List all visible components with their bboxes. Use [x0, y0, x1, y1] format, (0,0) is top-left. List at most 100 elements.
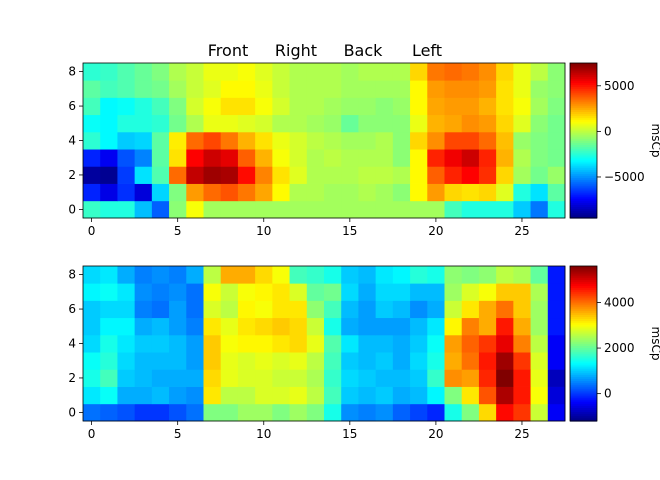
heatmap-cell — [220, 334, 239, 353]
heatmap-cell — [151, 403, 170, 422]
heatmap-cell — [306, 352, 325, 370]
heatmap-cell — [306, 386, 325, 405]
heatmap-cell — [237, 97, 256, 116]
heatmap-cell — [375, 266, 394, 284]
heatmap-cell — [237, 183, 256, 202]
colorbar-segment — [570, 94, 597, 97]
heatmap-cell — [341, 131, 359, 150]
heatmap-cell — [255, 266, 273, 284]
heatmap-cell — [134, 114, 153, 133]
heatmap-cell — [237, 317, 256, 336]
heatmap-cell — [496, 317, 514, 336]
heatmap-cell — [272, 149, 290, 167]
heatmap-cell — [410, 149, 428, 167]
heatmap-cell — [530, 166, 549, 184]
heatmap-cell — [478, 200, 497, 219]
heatmap-cell — [358, 183, 377, 202]
heatmap-cell — [392, 114, 411, 133]
colorbar-segment — [570, 183, 597, 186]
heatmap-cell — [375, 149, 394, 167]
heatmap-cell — [289, 300, 308, 319]
colorbar-segment — [570, 362, 597, 366]
colorbar-segment — [570, 181, 597, 184]
heatmap-cell — [272, 166, 290, 184]
heatmap-cell — [220, 266, 239, 284]
heatmap-cell — [496, 63, 514, 81]
top-labels: Front Right Back Left — [208, 41, 442, 60]
heatmap-cell — [134, 352, 153, 370]
heatmap-cell — [410, 97, 428, 116]
heatmap-cell — [83, 131, 101, 150]
x-axis-ticks: 0 5 10 15 20 25 — [88, 421, 530, 441]
colorbar-segment — [570, 208, 597, 211]
heatmap-cell — [117, 403, 136, 422]
colorbar: 4000 2000 0 msCp — [569, 265, 660, 422]
heatmap-cell — [427, 114, 445, 133]
heatmap-cell — [203, 266, 222, 284]
colorbar-segment — [570, 345, 597, 348]
heatmap-cell — [83, 114, 101, 133]
heatmap-cell — [117, 283, 136, 301]
colorbar-segment — [570, 403, 597, 407]
heatmap-cell — [478, 166, 497, 184]
colorbar-segment — [570, 347, 597, 350]
heatmap-cell — [461, 352, 480, 370]
heatmap-cell — [117, 149, 136, 167]
heatmap-cell — [306, 131, 325, 150]
heatmap-cell — [306, 183, 325, 202]
heatmap-cell — [255, 386, 273, 405]
colorbar-segment — [570, 125, 597, 128]
heatmap-cell — [478, 283, 497, 301]
x-axis-ticks: 0 5 10 15 20 25 — [88, 218, 530, 238]
colorbar-segment — [570, 107, 597, 111]
heatmap-cell — [237, 80, 256, 98]
heatmap-cell — [358, 166, 377, 184]
heatmap-cell — [134, 266, 153, 284]
heatmap-cell — [100, 317, 118, 336]
heatmap-cell — [100, 200, 118, 219]
heatmap-cell — [427, 266, 445, 284]
heatmap-cell — [478, 80, 497, 98]
heatmap-cell — [392, 200, 411, 219]
heatmap-cell — [341, 149, 359, 167]
colorbar-segment — [570, 138, 597, 142]
heatmap-cell — [203, 97, 222, 116]
heatmap-cell — [203, 403, 222, 422]
colorbar-segment — [570, 123, 597, 126]
heatmap-cell — [530, 131, 549, 150]
heatmap-cell — [410, 403, 428, 422]
colorbar-segment — [570, 287, 597, 290]
heatmap-cell — [478, 352, 497, 370]
heatmap-cell — [513, 266, 531, 284]
heatmap-cell — [375, 386, 394, 405]
heatmap-cell — [410, 114, 428, 133]
heatmap-cell — [169, 114, 187, 133]
x-tick-label: 0 — [88, 427, 96, 441]
heatmap-cell — [547, 300, 566, 319]
colorbar-segment — [570, 364, 597, 368]
heatmap-cell — [530, 63, 549, 81]
colorbar-segment — [570, 380, 597, 383]
heatmap-cell — [100, 266, 118, 284]
colorbar-segment — [570, 175, 597, 178]
heatmap-cell — [375, 200, 394, 219]
heatmap-cell — [496, 266, 514, 284]
heatmap-cell — [375, 317, 394, 336]
heatmap-cell — [392, 369, 411, 387]
colorbar-segment — [570, 267, 597, 271]
heatmap-cell — [427, 386, 445, 405]
heatmap-cell — [83, 80, 101, 98]
colorbar-segment — [570, 399, 597, 403]
heatmap-cell — [427, 131, 445, 150]
heatmap-cell — [203, 131, 222, 150]
heatmap-cell — [324, 97, 342, 116]
colorbar-segment — [570, 283, 597, 286]
heatmap-cell — [530, 300, 549, 319]
heatmap-cell — [358, 80, 377, 98]
heatmap-cell — [513, 369, 531, 387]
heatmap-cell — [341, 300, 359, 319]
heatmap-cell — [203, 63, 222, 81]
heatmap-cell — [375, 300, 394, 319]
heatmap-cell — [306, 334, 325, 353]
heatmap-cell — [255, 334, 273, 353]
